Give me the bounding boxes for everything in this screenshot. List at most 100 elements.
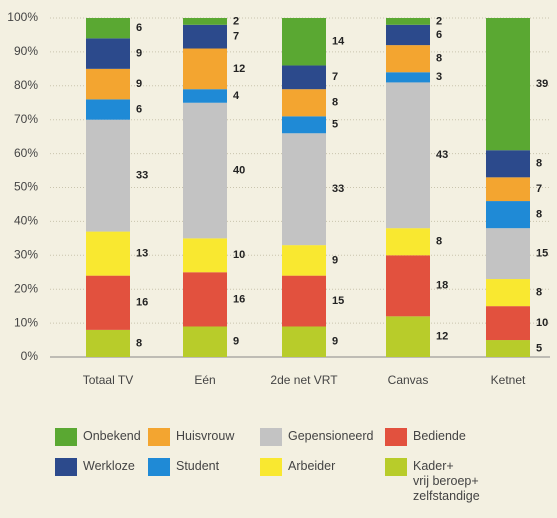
- bar-segment: [183, 48, 227, 90]
- legend-item: Arbeider: [260, 458, 335, 476]
- value-label: 8: [436, 53, 442, 65]
- bar-segment: [282, 89, 326, 117]
- legend-label: Student: [176, 459, 220, 473]
- value-label: 2: [233, 15, 239, 27]
- x-tick-label: Totaal TV: [83, 373, 133, 387]
- legend-label: Onbekend: [83, 429, 141, 443]
- y-tick-label: 100%: [7, 10, 38, 24]
- value-label: 33: [332, 183, 344, 195]
- value-label: 13: [136, 248, 148, 260]
- x-tick-label: 2de net VRT: [270, 373, 338, 387]
- value-label: 7: [536, 183, 542, 195]
- bar-segment: [486, 228, 530, 280]
- value-label: 8: [536, 286, 542, 298]
- bar-segment: [86, 275, 130, 330]
- x-tick-label: Eén: [194, 373, 215, 387]
- legend-swatch: [260, 458, 282, 476]
- bar-segment: [486, 177, 530, 202]
- bar-segment: [183, 18, 227, 25]
- bar-segment: [386, 82, 430, 229]
- bar-segment: [183, 102, 227, 239]
- y-tick-label: 20%: [14, 281, 38, 295]
- legend-label: Huisvrouw: [176, 429, 235, 443]
- legend-swatch: [260, 428, 282, 446]
- value-label: 8: [136, 337, 142, 349]
- x-tick-label: Ketnet: [491, 373, 526, 387]
- y-tick-label: 80%: [14, 78, 38, 92]
- bar-segment: [183, 326, 227, 357]
- bar-segment: [86, 68, 130, 100]
- value-label: 3: [436, 71, 442, 83]
- value-label: 12: [436, 331, 448, 343]
- y-tick-label: 90%: [14, 44, 38, 58]
- bar-segment: [386, 228, 430, 256]
- value-label: 10: [536, 317, 548, 329]
- bar-segment: [86, 231, 130, 276]
- legend-label: Arbeider: [288, 459, 336, 473]
- value-label: 15: [332, 295, 344, 307]
- bar-segment: [282, 18, 326, 66]
- value-label: 9: [136, 48, 142, 60]
- bar-segment: [486, 306, 530, 341]
- bar-segment: [86, 119, 130, 232]
- value-label: 33: [136, 170, 148, 182]
- legend-item: Student: [148, 458, 219, 476]
- y-tick-label: 0%: [21, 349, 39, 363]
- value-label: 2: [436, 15, 442, 27]
- value-label: 18: [436, 280, 448, 292]
- legend-item: Gepensioneerd: [260, 428, 373, 446]
- value-label: 14: [332, 36, 345, 48]
- value-label: 8: [436, 236, 442, 248]
- value-label: 15: [536, 248, 548, 260]
- bar-segment: [282, 275, 326, 327]
- chart: 0% 10% 20% 30% 40% 50% 60% 70% 80% 90% 100% Totaal …: [7, 10, 550, 387]
- bar-segment: [86, 99, 130, 120]
- legend-item: Bediende: [385, 428, 466, 446]
- y-tick-label: 30%: [14, 247, 38, 261]
- bar-segment: [486, 201, 530, 229]
- bar-segment: [486, 279, 530, 307]
- value-label: 5: [536, 342, 542, 354]
- bar-segment: [386, 316, 430, 357]
- value-label: 16: [136, 297, 148, 309]
- bar-segment: [282, 116, 326, 134]
- bar-segment: [183, 238, 227, 273]
- x-tick-label: Canvas: [388, 373, 429, 387]
- bar-segment: [486, 18, 530, 151]
- bar-segment: [386, 255, 430, 317]
- value-label: 6: [136, 103, 142, 115]
- legend-swatch: [385, 458, 407, 476]
- value-label: 9: [332, 254, 338, 266]
- legend-swatch: [148, 458, 170, 476]
- value-label: 9: [233, 336, 239, 348]
- value-label: 6: [436, 29, 442, 41]
- bar-segment: [86, 18, 130, 39]
- legend-swatch: [385, 428, 407, 446]
- value-label: 8: [536, 158, 542, 170]
- legend-label: Gepensioneerd: [288, 429, 374, 443]
- bar-segment: [486, 340, 530, 357]
- value-label: 8: [536, 209, 542, 221]
- value-label: 40: [233, 164, 245, 176]
- legend-item: Huisvrouw: [148, 428, 234, 446]
- value-label: 6: [136, 22, 142, 34]
- legend-item: Kader+ vrij beroep+ zelfstandige: [385, 458, 480, 504]
- legend-label: Werkloze: [83, 459, 135, 473]
- bar-segment: [86, 38, 130, 69]
- legend-swatch: [55, 428, 77, 446]
- y-tick-label: 60%: [14, 146, 38, 160]
- bar-segment: [282, 245, 326, 276]
- value-label: 4: [233, 90, 240, 102]
- legend-label: Bediende: [413, 429, 466, 443]
- value-label: 7: [233, 31, 239, 43]
- value-label: 9: [332, 336, 338, 348]
- bar-segment: [486, 150, 530, 178]
- bar-segment: [386, 18, 430, 25]
- y-tick-label: 40%: [14, 214, 38, 228]
- value-label: 43: [436, 149, 448, 161]
- bar-segment: [386, 45, 430, 73]
- legend-swatch: [148, 428, 170, 446]
- value-label: 5: [332, 119, 338, 131]
- y-tick-label: 70%: [14, 112, 38, 126]
